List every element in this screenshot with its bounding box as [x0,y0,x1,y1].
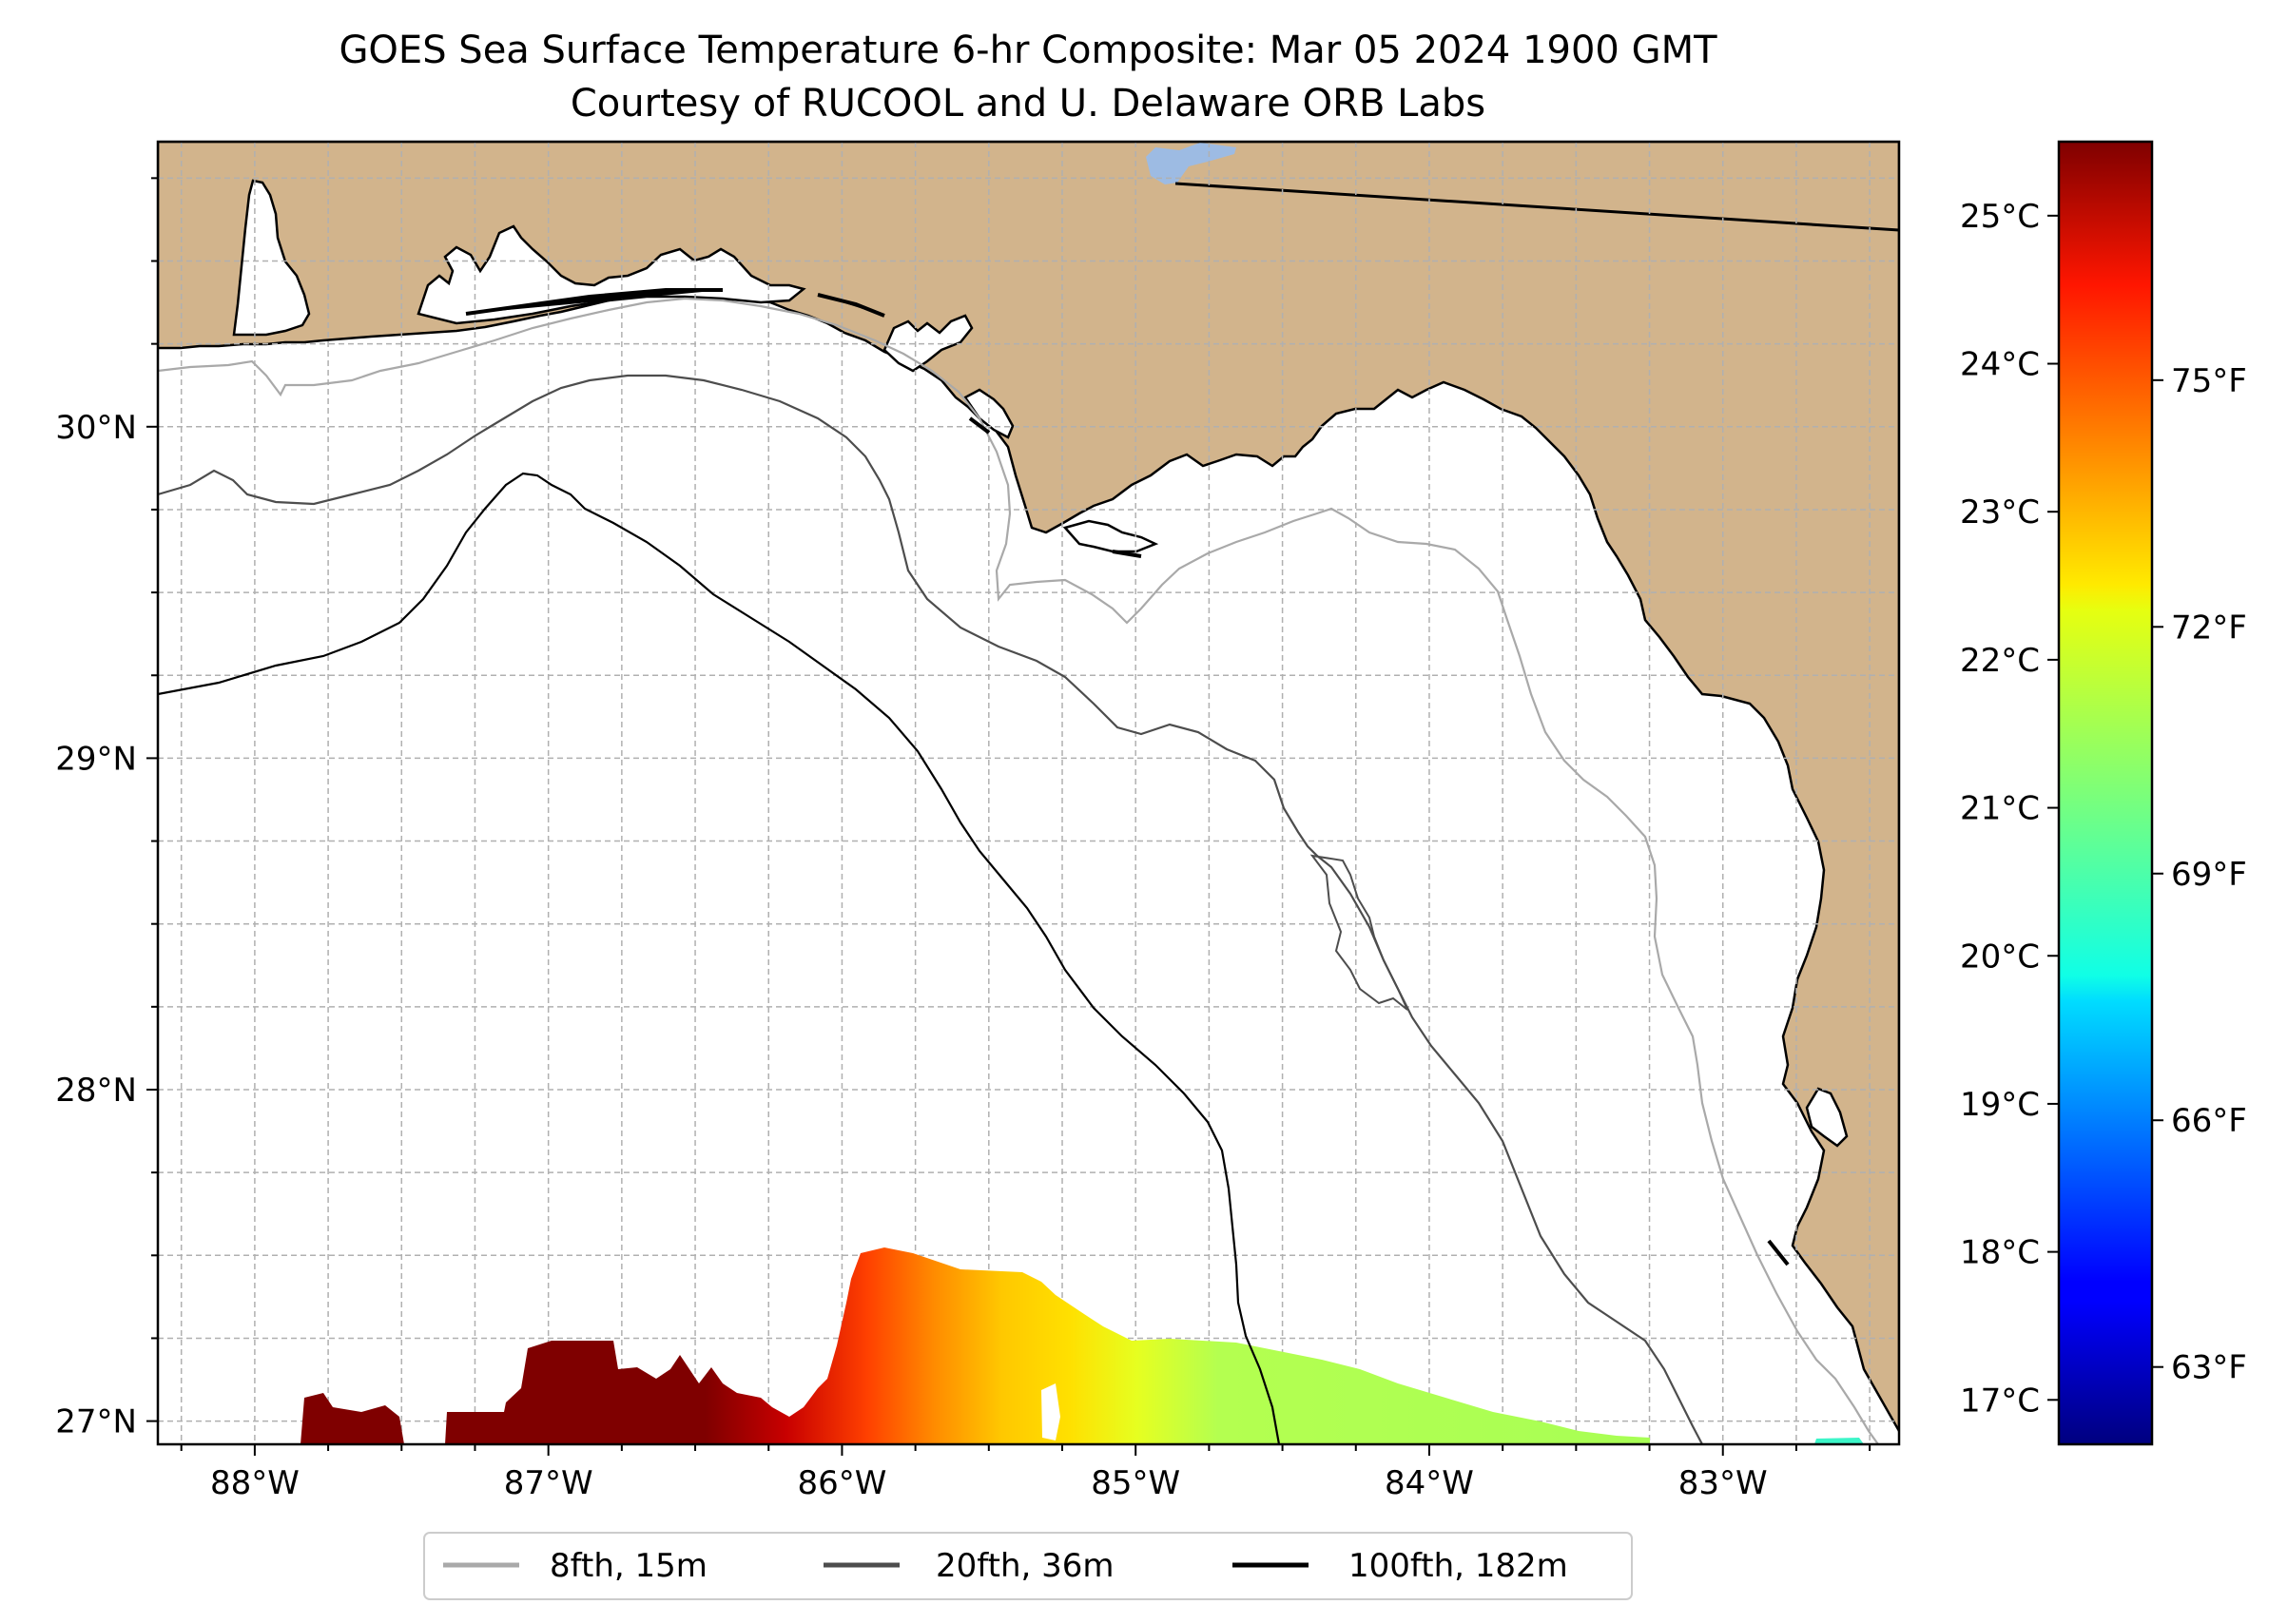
map-frame [156,140,1901,1446]
lat-tick-label: 29°N [55,740,137,778]
celsius-tick-label: 25°C [1960,198,2040,236]
celsius-tick-label: 21°C [1960,790,2040,828]
celsius-tick-label: 20°C [1960,938,2040,976]
colorbar-celsius-ticks: 17°C 18°C 19°C 20°C 21°C 22°C 23°C 24°C 25°C [1960,198,2059,1420]
celsius-tick-label: 24°C [1960,346,2040,384]
lon-tick-label: 87°W [504,1464,593,1502]
gridlines [158,142,1899,1444]
legend-label-20fth: 20fth, 36m [936,1547,1115,1585]
isobath-20fth [158,374,1703,1444]
isobath-100fth [158,472,1281,1444]
lon-tick-label: 84°W [1385,1464,1474,1502]
isobath-8fth [158,297,1879,1444]
legend-label-100fth: 100fth, 182m [1348,1547,1568,1585]
mobile-bay [232,179,311,337]
legend-item-100fth: 100fth, 182m [1232,1547,1568,1585]
fahrenheit-tick-label: 75°F [2171,362,2247,400]
map-title: GOES Sea Surface Temperature 6-hr Compos… [339,29,1717,72]
legend-item-20fth: 20fth, 36m [824,1547,1115,1585]
lon-tick-label: 88°W [210,1464,300,1502]
map-area [158,142,1899,1444]
celsius-tick-label: 22°C [1960,642,2040,680]
map-subtitle: Courtesy of RUCOOL and U. Delaware ORB L… [571,82,1485,126]
colorbar-gradient [2057,140,2154,1446]
lat-tick-label: 27°N [55,1403,137,1441]
sst-swath [301,1247,1650,1444]
legend-item-8fth: 8fth, 15m [443,1547,708,1585]
barrier-islands [465,288,1790,1266]
sst-cyan-patch [1814,1438,1864,1444]
state-border [1174,182,1899,232]
colorbar: 17°C 18°C 19°C 20°C 21°C 22°C 23°C 24°C 25°C 63°… [1960,140,2247,1446]
apalachicola-bay [1062,519,1159,553]
legend: 8fth, 15m 20fth, 36m 100fth, 182m [423,1532,1633,1600]
lat-tick-label: 28°N [55,1072,137,1110]
celsius-tick-label: 23°C [1960,493,2040,532]
colorbar-fahrenheit-ticks: 63°F 66°F 69°F 72°F 75°F [2152,362,2247,1387]
latitude-axis: 30°N 29°N 28°N 27°N [55,177,158,1441]
fahrenheit-tick-label: 72°F [2171,609,2247,647]
isobath-20fth-shoals [1309,854,1408,1011]
legend-label-8fth: 8fth, 15m [550,1547,708,1585]
celsius-tick-label: 18°C [1960,1234,2040,1272]
celsius-tick-label: 19°C [1960,1086,2040,1124]
celsius-tick-label: 17°C [1960,1382,2040,1420]
st-andrews-bay [963,388,1015,439]
fahrenheit-tick-label: 66°F [2171,1102,2247,1140]
fahrenheit-tick-label: 69°F [2171,856,2247,894]
lat-tick-label: 30°N [55,409,137,447]
lon-tick-label: 86°W [797,1464,886,1502]
legend-box [423,1532,1633,1600]
lon-tick-label: 85°W [1091,1464,1180,1502]
lon-tick-label: 83°W [1678,1464,1768,1502]
lake-seminole [1146,143,1236,184]
fahrenheit-tick-label: 63°F [2171,1349,2247,1387]
longitude-axis: 88°W 87°W 86°W 85°W 84°W 83°W [180,1444,1871,1502]
sst-gap [1041,1383,1060,1440]
